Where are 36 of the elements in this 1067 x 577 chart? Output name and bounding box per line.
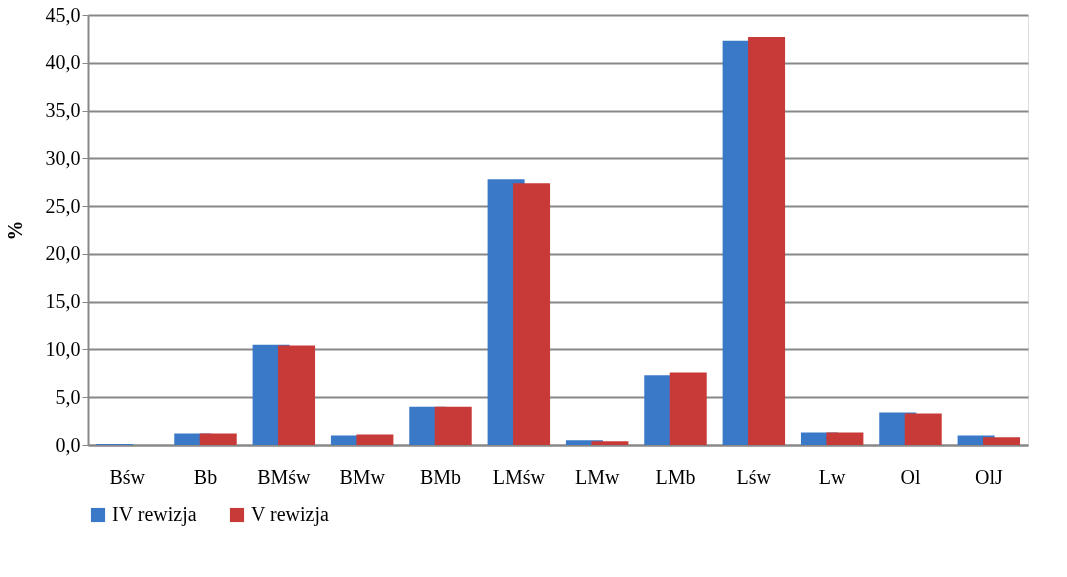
y-tick-label: 5,0 <box>55 385 81 408</box>
y-tick-label: 10,0 <box>45 337 81 360</box>
legend-label: IV rewizja <box>112 503 197 526</box>
y-tick-label: 15,0 <box>45 290 81 313</box>
x-tick-label: Bb <box>193 465 218 488</box>
bar <box>356 434 394 445</box>
x-tick-label: LMw <box>574 465 620 488</box>
y-tick-label: 40,0 <box>45 51 81 74</box>
bar <box>513 183 551 445</box>
bar <box>434 406 472 445</box>
x-tick-label: OlJ <box>974 465 1003 488</box>
bar <box>748 36 786 445</box>
y-tick-label: 45,0 <box>45 3 81 26</box>
bar <box>591 441 629 445</box>
legend-label: V rewizja <box>251 503 330 526</box>
bar <box>983 437 1021 445</box>
x-tick-label: BMśw <box>257 465 312 488</box>
y-tick-label: 25,0 <box>45 194 81 217</box>
y-axis-title: % <box>3 220 26 241</box>
bar <box>199 433 237 445</box>
y-tick-label: 0,0 <box>55 433 81 456</box>
y-tick-label: 35,0 <box>45 99 81 122</box>
bar <box>826 432 864 445</box>
y-tick-label: 20,0 <box>45 242 81 265</box>
x-tick-label: Bśw <box>109 465 146 488</box>
x-tick-label: Ol <box>900 465 921 488</box>
x-tick-label: LMb <box>655 465 696 488</box>
y-tick-label: 30,0 <box>45 146 81 169</box>
x-tick-label: LMśw <box>492 465 546 488</box>
x-tick-label: BMw <box>339 465 386 488</box>
x-tick-label: Lśw <box>736 465 772 488</box>
bar <box>669 372 707 445</box>
x-tick-label: BMb <box>419 465 462 488</box>
bar <box>278 345 316 445</box>
bar <box>904 413 942 445</box>
x-tick-label: Lw <box>818 465 847 488</box>
